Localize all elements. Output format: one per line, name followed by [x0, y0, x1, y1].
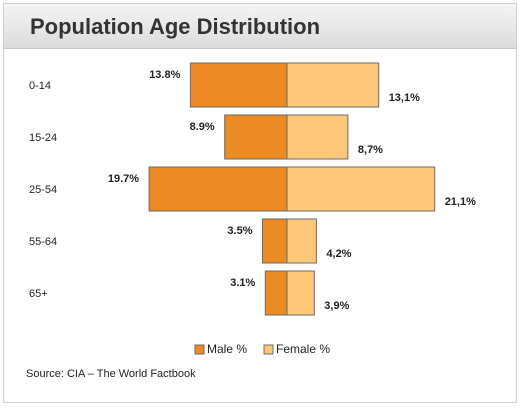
category-label: 25-54: [29, 184, 57, 196]
title-bar: Population Age Distribution: [4, 4, 516, 49]
female-bar: [286, 114, 349, 160]
male-bar: [224, 114, 288, 160]
male-bar: [262, 218, 288, 264]
female-data-label: 13,1%: [389, 92, 420, 104]
chart-title: Population Age Distribution: [30, 14, 321, 39]
source-note: Source: CIA – The World Factbook: [26, 368, 196, 380]
female-data-label: 4,2%: [326, 248, 351, 260]
category-label: 65+: [29, 288, 48, 300]
male-data-label: 13.8%: [149, 69, 180, 81]
male-data-label: 8.9%: [190, 121, 215, 133]
male-data-label: 3.5%: [227, 225, 252, 237]
female-bar: [286, 218, 317, 264]
female-data-label: 8,7%: [358, 144, 383, 156]
category-label: 0-14: [29, 80, 51, 92]
category-label: 15-24: [29, 132, 57, 144]
male-bar: [148, 166, 288, 212]
male-bar: [264, 270, 288, 316]
male-bar: [189, 62, 288, 108]
female-data-label: 3,9%: [324, 300, 349, 312]
legend-label-male: Male %: [207, 342, 247, 356]
category-label: 55-64: [29, 236, 57, 248]
legend-swatch-female: [263, 344, 274, 355]
female-bar: [286, 62, 380, 108]
male-data-label: 3.1%: [230, 277, 255, 289]
legend-swatch-male: [194, 344, 205, 355]
female-bar: [286, 166, 436, 212]
male-data-label: 19.7%: [108, 173, 139, 185]
female-data-label: 21,1%: [445, 196, 476, 208]
legend-label-female: Female %: [276, 342, 330, 356]
female-bar: [286, 270, 315, 316]
